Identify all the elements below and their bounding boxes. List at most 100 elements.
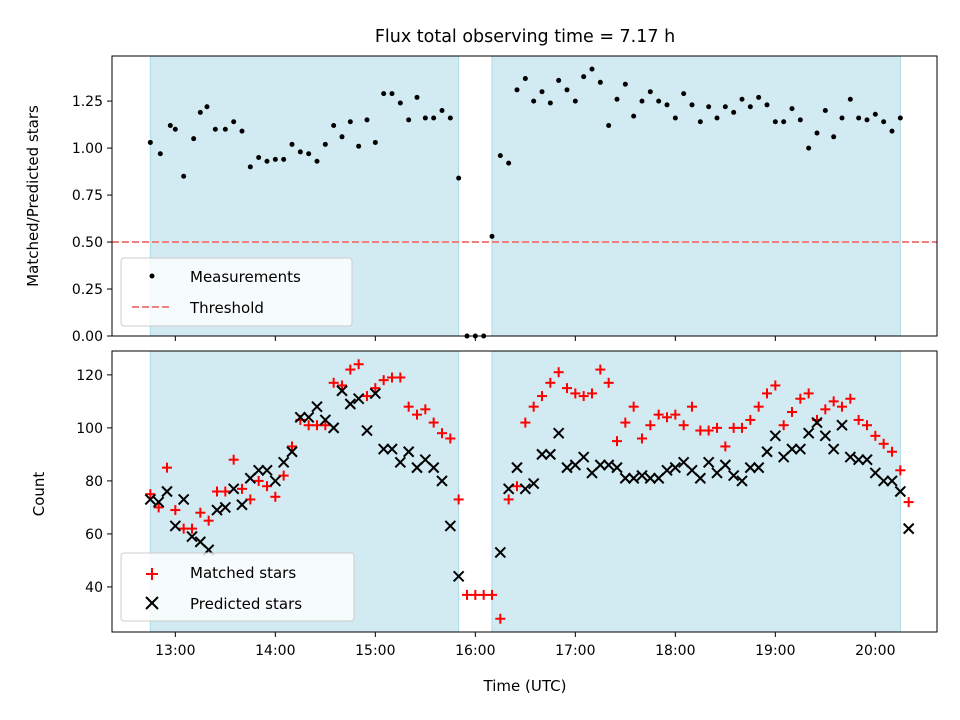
matched-star-point: [903, 497, 914, 508]
bottom-shaded-interval: [491, 350, 901, 633]
measurement-point: [439, 107, 445, 113]
predicted-star-point: [644, 472, 657, 484]
measurement-point: [314, 158, 320, 164]
predicted-star-point: [511, 461, 523, 474]
measurement-point: [397, 100, 403, 106]
predicted-star-point: [527, 477, 540, 490]
measurement-point: [204, 104, 210, 110]
matched-star-point: [845, 393, 856, 404]
measurement-point: [631, 113, 637, 119]
predicted-star-point: [627, 472, 640, 484]
predicted-star-point: [761, 446, 773, 458]
measurement-point: [839, 115, 845, 121]
matched-star-point: [603, 377, 614, 388]
measurement-point: [172, 126, 178, 132]
predicted-star-point: [144, 493, 157, 506]
matched-star-point: [528, 401, 539, 412]
matched-star-point: [420, 404, 431, 415]
predicted-star-point: [536, 448, 548, 461]
measurement-point: [247, 164, 253, 170]
bottom-x-tick-label: 18:00: [655, 643, 695, 659]
top-y-tick-label: 0.25: [72, 282, 103, 298]
predicted-star-point: [494, 546, 507, 559]
matched-star-point: [703, 425, 714, 436]
measurement-point: [506, 160, 512, 166]
measurement-point: [422, 115, 428, 121]
legend-threshold-label: Threshold: [189, 299, 264, 317]
matched-star-point: [720, 441, 731, 452]
matched-star-point: [570, 388, 581, 399]
bottom-y-axis: 40 60 80 100 120: [76, 368, 112, 596]
matched-star-point: [162, 462, 172, 473]
measurement-point: [856, 115, 862, 121]
predicted-star-point: [252, 464, 265, 476]
matched-star-point: [712, 422, 722, 433]
matched-star-point: [220, 486, 231, 497]
top-plot-frame: [111, 55, 938, 337]
measurement-point: [606, 123, 612, 129]
measurement-point: [864, 117, 870, 123]
matched-star-point: [153, 502, 164, 513]
matched-star-point: [362, 391, 372, 402]
bottom-y-tick-label: 100: [76, 421, 103, 437]
measurement-point: [197, 109, 203, 115]
legend-predicted-label: Predicted stars: [190, 595, 302, 613]
matched-star-point: [145, 489, 156, 500]
matched-star-point: [403, 401, 414, 412]
predicted-star-point: [402, 446, 415, 458]
measurement-point: [547, 100, 553, 106]
measurement-point: [212, 126, 218, 132]
predicted-star-point: [177, 493, 190, 506]
matched-star-point: [553, 367, 564, 378]
predicted-star-point: [894, 485, 907, 498]
predicted-star-point: [286, 446, 298, 458]
measurement-point: [822, 107, 828, 113]
measurement-point: [772, 119, 778, 125]
predicted-star-point: [344, 398, 357, 410]
matched-star-point: [370, 383, 381, 394]
matched-star-point: [412, 409, 422, 420]
matched-star-point: [503, 494, 514, 505]
measurement-point: [714, 115, 720, 121]
measurement-point: [722, 104, 728, 110]
measurement-point: [806, 145, 812, 151]
legend-predicted-marker: [145, 596, 159, 610]
predicted-star-point: [186, 530, 198, 543]
measurement-point: [191, 136, 197, 142]
matched-star-point: [353, 359, 364, 370]
predicted-star-point: [794, 443, 807, 455]
matched-star-point: [587, 388, 597, 399]
predicted-star-point: [694, 472, 707, 484]
top-y-tick-label: 1.00: [72, 141, 103, 157]
predicted-star-point: [702, 456, 715, 469]
predicted-star-point: [744, 461, 757, 474]
measurement-point: [356, 143, 362, 149]
top-x-axis-ticks: [174, 336, 876, 341]
matched-star-point: [670, 409, 681, 420]
matched-star-point: [862, 420, 872, 431]
measurement-point: [831, 134, 837, 140]
matched-star-point: [170, 505, 181, 516]
measurement-point: [256, 154, 262, 160]
predicted-star-point: [861, 453, 873, 466]
top-y-tick-label: 0.50: [72, 235, 103, 251]
matched-star-point: [695, 425, 706, 436]
legend-matched-label: Matched stars: [190, 564, 296, 582]
measurement-point: [889, 128, 895, 134]
matched-star-point: [320, 420, 331, 431]
predicted-star-point: [577, 451, 590, 463]
matched-star-point: [395, 372, 406, 383]
top-legend: Measurements Threshold: [120, 257, 353, 327]
matched-star-point: [578, 391, 589, 402]
predicted-star-point: [311, 400, 323, 413]
matched-star-point: [378, 375, 389, 386]
matched-star-point: [762, 388, 772, 399]
predicted-star-point: [236, 499, 248, 511]
measurement-point: [872, 111, 878, 117]
bottom-x-tick-label: 20:00: [855, 643, 895, 659]
matched-star-point: [828, 396, 839, 407]
bottom-plot-points: [144, 359, 915, 624]
measurement-point: [697, 119, 703, 125]
predicted-star-point: [369, 387, 382, 400]
